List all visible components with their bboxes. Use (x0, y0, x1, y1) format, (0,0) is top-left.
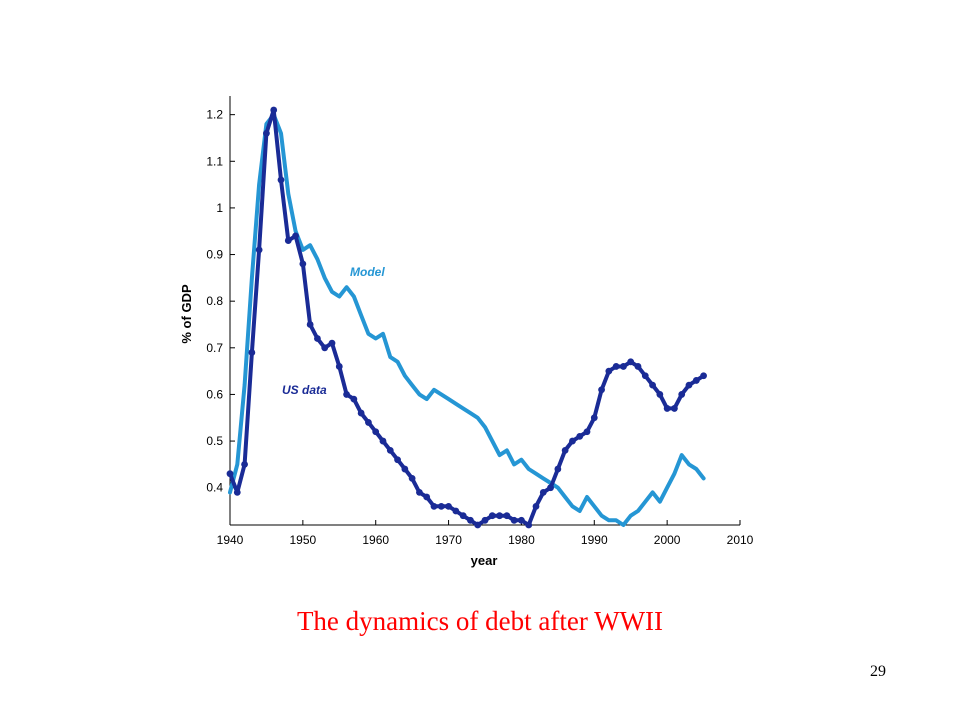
data-point-us-data (263, 129, 270, 137)
data-point-us-data (328, 339, 336, 347)
y-tick-label: 0.5 (206, 434, 223, 448)
data-point-us-data (292, 232, 299, 240)
data-point-us-data (248, 349, 256, 356)
y-tick-label: 0.8 (206, 294, 223, 308)
data-point-us-data (481, 516, 489, 524)
data-point-us-data (386, 446, 394, 454)
data-point-us-data (488, 512, 496, 520)
y-tick-label: 1 (216, 201, 223, 215)
slide-page-number: 29 (870, 663, 886, 680)
data-point-us-data (539, 488, 547, 496)
y-tick-label: 1.2 (206, 108, 223, 122)
data-point-us-data (306, 321, 314, 328)
data-point-us-data (612, 363, 620, 370)
data-point-us-data (437, 502, 445, 510)
series-label-us-data: US data (282, 383, 327, 397)
data-point-us-data (372, 428, 380, 436)
data-point-us-data (365, 419, 372, 426)
data-point-us-data (321, 344, 329, 352)
data-point-us-data (554, 465, 562, 473)
data-point-us-data (467, 516, 474, 524)
data-point-us-data (284, 237, 292, 244)
x-tick-label: 1960 (362, 533, 389, 547)
data-point-us-data (350, 395, 358, 403)
data-point-us-data (277, 176, 285, 184)
x-tick-label: 2010 (727, 533, 754, 547)
data-point-us-data (532, 502, 540, 510)
data-point-us-data (576, 433, 584, 440)
data-point-us-data (459, 512, 467, 520)
data-point-us-data (671, 405, 678, 412)
data-point-us-data (518, 516, 525, 524)
x-tick-label: 1990 (581, 533, 608, 547)
x-tick-label: 1950 (290, 533, 317, 547)
data-point-us-data (379, 437, 387, 445)
x-tick-label: 1980 (508, 533, 535, 547)
series-line-model (228, 112, 706, 527)
data-point-us-data (656, 391, 664, 398)
data-point-us-data (416, 488, 423, 496)
slide-caption: The dynamics of debt after WWII (296, 606, 664, 636)
data-point-us-data (627, 358, 635, 366)
y-axis-title: % of GDP (179, 284, 194, 344)
chart-axes: 1940 1950 1960 1970 1980 1990 2000 2010 0.4 0.5 0.… (206, 96, 754, 547)
data-point-us-data (241, 460, 248, 468)
data-point-us-data (590, 414, 598, 422)
data-point-us-data (423, 493, 431, 501)
data-point-us-data (401, 465, 409, 473)
data-point-us-data (474, 521, 482, 529)
y-tick-label: 0.4 (206, 481, 223, 495)
data-point-us-data (649, 381, 656, 389)
debt-chart: 1940 1950 1960 1970 1980 1990 2000 2010 0.4 0.5 0.… (179, 96, 754, 568)
series-label-model: Model (350, 265, 385, 279)
data-point-us-data (663, 405, 671, 412)
data-point-us-data (634, 363, 642, 370)
x-tick-label: 1940 (217, 533, 244, 547)
data-point-us-data (226, 470, 234, 478)
y-tick-label: 1.1 (206, 154, 223, 168)
data-point-us-data (233, 488, 241, 496)
data-point-us-data (357, 409, 365, 417)
data-point-us-data (678, 391, 686, 398)
data-point-us-data (561, 446, 569, 454)
data-point-us-data (605, 367, 613, 375)
data-point-us-data (270, 106, 278, 114)
data-point-us-data (343, 391, 350, 398)
data-point-us-data (510, 516, 518, 524)
x-tick-label: 1970 (435, 533, 462, 547)
data-point-us-data (583, 428, 591, 436)
data-point-us-data (452, 507, 460, 515)
series-line-us-data (228, 108, 706, 527)
data-point-us-data (314, 335, 321, 342)
data-point-us-data (692, 377, 700, 384)
data-point-us-data (700, 372, 707, 380)
data-point-us-data (641, 372, 649, 380)
y-tick-label: 0.7 (206, 341, 223, 355)
data-point-us-data (394, 456, 401, 464)
chart-series (226, 106, 707, 529)
data-point-us-data (299, 260, 307, 268)
data-point-us-data (430, 502, 438, 510)
y-tick-label: 0.9 (206, 248, 223, 262)
data-point-us-data (503, 512, 511, 520)
x-tick-label: 2000 (654, 533, 681, 547)
x-axis-title: year (471, 553, 498, 568)
y-tick-label: 0.6 (206, 387, 223, 401)
data-point-us-data (445, 502, 452, 510)
data-point-us-data (255, 246, 263, 254)
data-point-us-data (547, 484, 554, 492)
data-point-us-data (496, 512, 503, 520)
data-point-us-data (685, 381, 693, 389)
data-point-us-data (408, 474, 416, 482)
data-point-us-data (620, 363, 627, 370)
data-point-us-data (569, 437, 576, 445)
data-point-us-data (598, 386, 605, 394)
data-point-us-data (335, 363, 343, 370)
data-point-us-data (525, 521, 533, 529)
